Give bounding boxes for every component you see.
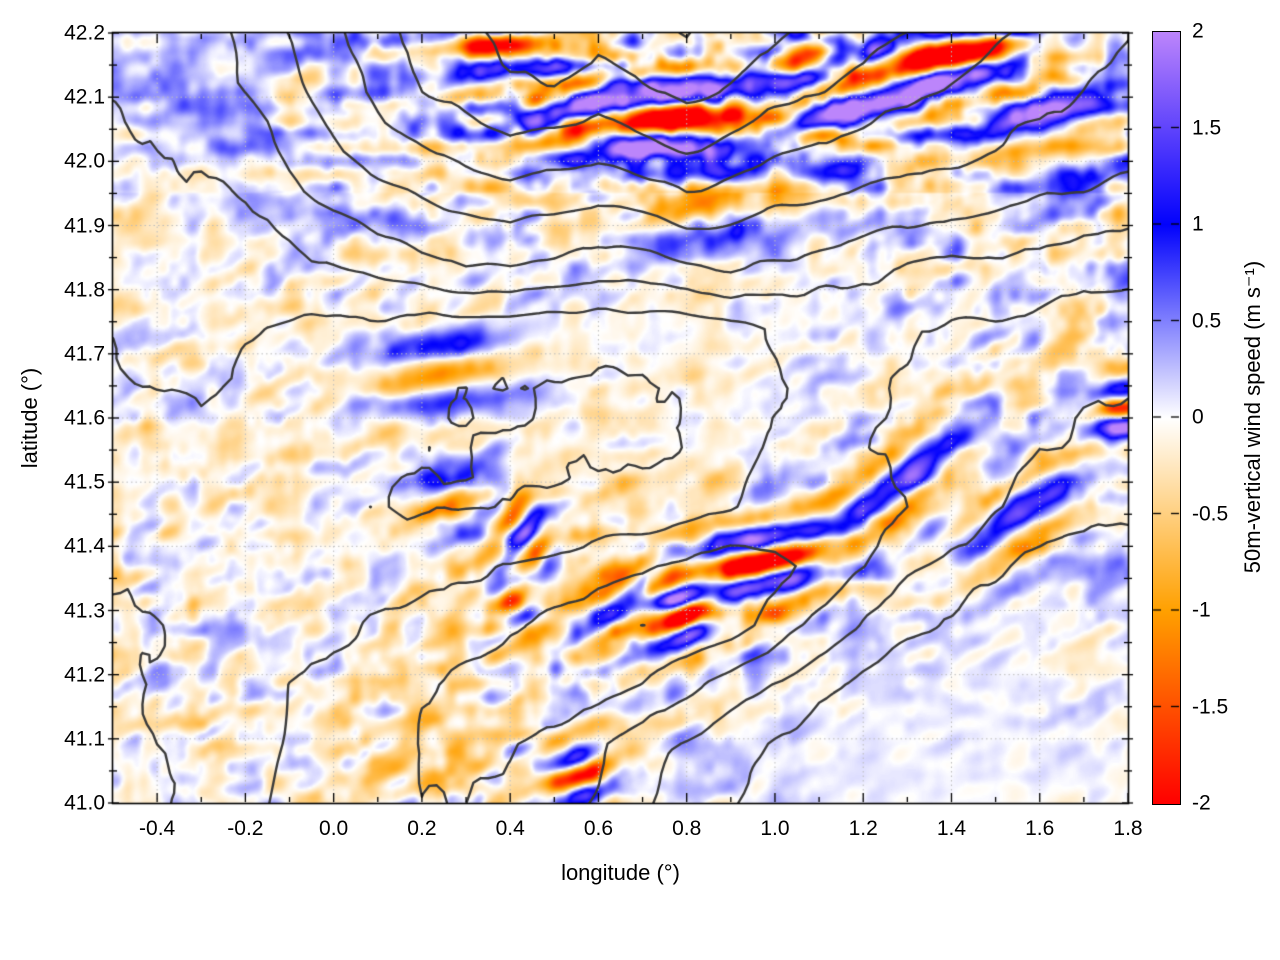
colorbar-tick-label: -0.5 [1192, 502, 1229, 525]
y-tick-label: 42.2 [64, 21, 105, 45]
x-tick-label: 1.4 [936, 817, 967, 840]
x-tick-label: 0.8 [672, 817, 702, 840]
y-tick-label: 41.8 [64, 278, 105, 302]
y-tick-label: 41.1 [64, 727, 105, 751]
y-tick-label: 41.5 [64, 470, 105, 494]
x-tick-label: -0.4 [139, 817, 176, 840]
x-tick-label: 0.2 [407, 817, 437, 840]
x-tick-label: 0.6 [583, 817, 614, 840]
y-tick-label: 41.6 [64, 406, 105, 430]
y-tick-label: 41.2 [64, 663, 105, 687]
y-tick-label: 42.0 [64, 149, 105, 173]
x-axis-title: longitude (°) [561, 860, 680, 885]
y-tick-label: 41.4 [64, 534, 105, 558]
y-tick-label: 42.1 [64, 85, 105, 109]
x-tick-label: 0.4 [495, 817, 525, 840]
x-tick-label: 1.8 [1113, 817, 1143, 840]
x-tick-label: -0.2 [227, 817, 264, 840]
colorbar-title: 50m-vertical wind speed (m s⁻¹) [1240, 260, 1265, 574]
x-tick-label: 1.6 [1025, 817, 1055, 840]
colorbar-tick-label: 2 [1192, 19, 1204, 43]
colorbar-tick-label: -2 [1192, 791, 1211, 815]
colorbar-tick-label: -1.5 [1192, 695, 1229, 718]
y-tick-label: 41.7 [64, 342, 105, 366]
colorbar-tick-label: -1 [1192, 598, 1211, 622]
y-tick-label: 41.9 [64, 214, 105, 237]
y-axis-title: latitude (°) [17, 367, 42, 469]
colorbar-tick-label: 0 [1192, 405, 1204, 429]
x-tick-label: 1.2 [848, 817, 878, 840]
x-tick-label: 1.0 [760, 817, 790, 840]
y-tick-label: 41.0 [64, 791, 105, 815]
x-tick-label: 0.0 [319, 817, 349, 840]
colorbar-tick-label: 0.5 [1192, 309, 1222, 332]
y-tick-label: 41.3 [64, 599, 105, 622]
colorbar-tick-label: 1.5 [1192, 116, 1222, 139]
colorbar-tick-label: 1 [1192, 212, 1204, 236]
